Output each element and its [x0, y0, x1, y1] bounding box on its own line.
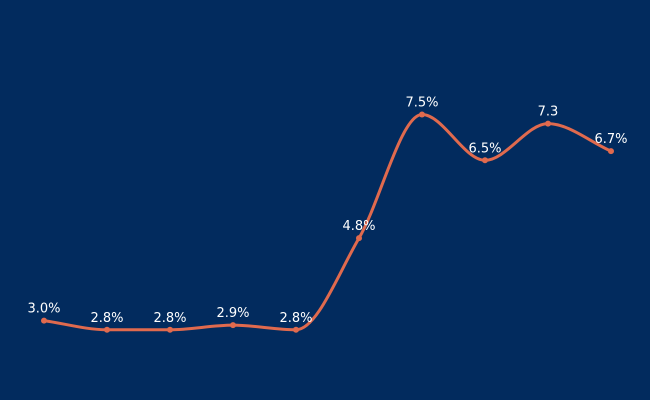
- data-label: 2.8%: [90, 311, 123, 326]
- data-label: 6.7%: [594, 132, 627, 147]
- data-point: [293, 326, 299, 333]
- series-line: [42, 113, 613, 332]
- data-point: [104, 326, 110, 333]
- data-point: [356, 235, 362, 242]
- data-point: [608, 148, 614, 155]
- data-point: [167, 326, 173, 333]
- data-label: 6.5%: [468, 141, 501, 156]
- data-label: 2.8%: [279, 311, 312, 326]
- data-points: [41, 111, 614, 333]
- data-label: 2.9%: [216, 306, 249, 321]
- data-point: [545, 120, 551, 127]
- data-label: 3.0%: [27, 302, 60, 317]
- data-labels: 3.0% 2.8% 2.8% 2.9% 2.8% 4.8% 7.5% 6.5% 7.3 6.7%: [27, 96, 627, 326]
- data-point: [230, 322, 236, 329]
- data-label: 7.5%: [405, 96, 438, 111]
- data-label: 7.3: [538, 105, 559, 120]
- data-point: [482, 157, 488, 164]
- data-label: 4.8%: [342, 219, 375, 234]
- data-point: [41, 317, 47, 324]
- data-label: 2.8%: [153, 311, 186, 326]
- data-point: [419, 111, 425, 118]
